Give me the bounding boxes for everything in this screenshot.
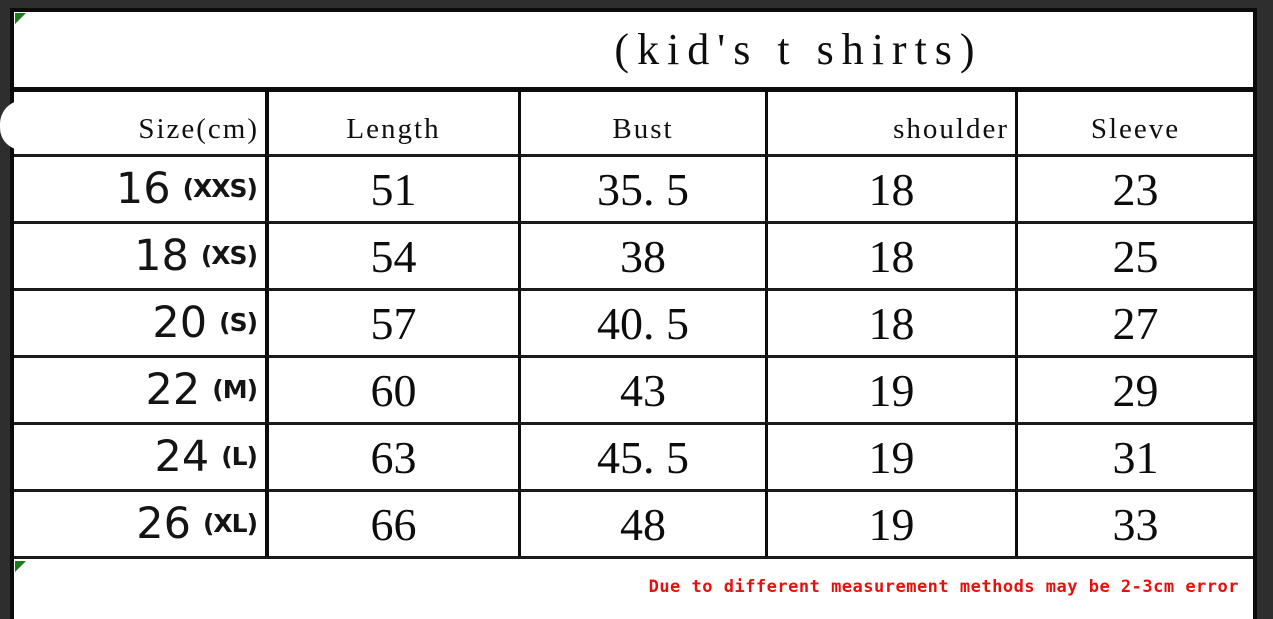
size-number: 16	[115, 164, 171, 214]
chart-title: (kid's t shirts)	[614, 25, 983, 74]
size-code: (XXS)	[182, 173, 258, 203]
size-label-cell: 24 (L)	[14, 422, 265, 489]
sleeve-cell: 29	[1015, 355, 1253, 422]
size-label-cell: 20 (S)	[14, 288, 265, 355]
shoulder-cell: 19	[765, 355, 1015, 422]
bust-cell: 48	[518, 489, 765, 556]
bust-cell: 43	[518, 355, 765, 422]
size-number: 24	[154, 432, 210, 482]
cell-corner-marker-icon	[15, 13, 26, 24]
sleeve-cell: 23	[1015, 154, 1253, 221]
length-cell: 66	[265, 489, 518, 556]
size-number: 18	[134, 231, 189, 281]
column-header-bust: Bust	[518, 92, 765, 154]
title-row: (kid's t shirts)	[14, 12, 1253, 92]
length-cell: 51	[265, 154, 518, 221]
measurement-error-note: Due to different measurement methods may…	[648, 576, 1239, 597]
shoulder-cell: 18	[765, 221, 1015, 288]
table-row: 18 (XS) 54 38 18 25	[14, 221, 1253, 288]
size-code: (M)	[212, 374, 258, 404]
size-number: 26	[136, 499, 191, 549]
size-code: (XL)	[202, 508, 258, 538]
column-header-length: Length	[265, 92, 518, 154]
shoulder-cell: 18	[765, 288, 1015, 355]
shoulder-cell: 19	[765, 422, 1015, 489]
table-row: 24 (L) 63 45. 5 19 31	[14, 422, 1253, 489]
sleeve-cell: 25	[1015, 221, 1253, 288]
column-header-shoulder: shoulder	[765, 92, 1015, 154]
size-label-cell: 26 (XL)	[14, 489, 265, 556]
size-label-cell: 18 (XS)	[14, 221, 265, 288]
table-row: 22 (M) 60 43 19 29	[14, 355, 1253, 422]
table-row: 26 (XL) 66 48 19 33	[14, 489, 1253, 556]
footer-row: Due to different measurement methods may…	[14, 556, 1253, 614]
length-cell: 60	[265, 355, 518, 422]
length-cell: 63	[265, 422, 518, 489]
sleeve-cell: 27	[1015, 288, 1253, 355]
length-cell: 57	[265, 288, 518, 355]
size-number: 20	[152, 298, 208, 348]
size-code: (S)	[219, 307, 258, 337]
cell-corner-marker-icon	[15, 561, 26, 572]
bust-cell: 45. 5	[518, 422, 765, 489]
bust-cell: 35. 5	[518, 154, 765, 221]
sleeve-cell: 31	[1015, 422, 1253, 489]
header-row: Size(cm) Length Bust shoulder Sleeve	[14, 92, 1253, 154]
size-code: (L)	[221, 441, 258, 471]
bust-cell: 40. 5	[518, 288, 765, 355]
bust-cell: 38	[518, 221, 765, 288]
table-row: 20 (S) 57 40. 5 18 27	[14, 288, 1253, 355]
table-row: 16 (XXS) 51 35. 5 18 23	[14, 154, 1253, 221]
size-chart-sheet: (kid's t shirts) Size(cm) Length Bust sh…	[10, 8, 1257, 619]
column-header-size: Size(cm)	[138, 113, 259, 145]
scan-artifact	[0, 100, 58, 150]
size-code: (XS)	[200, 240, 258, 270]
size-label-cell: 22 (M)	[14, 355, 265, 422]
sleeve-cell: 33	[1015, 489, 1253, 556]
shoulder-cell: 18	[765, 154, 1015, 221]
shoulder-cell: 19	[765, 489, 1015, 556]
size-label-cell: 16 (XXS)	[14, 154, 265, 221]
length-cell: 54	[265, 221, 518, 288]
size-number: 22	[145, 365, 201, 415]
column-header-sleeve: Sleeve	[1015, 92, 1253, 154]
